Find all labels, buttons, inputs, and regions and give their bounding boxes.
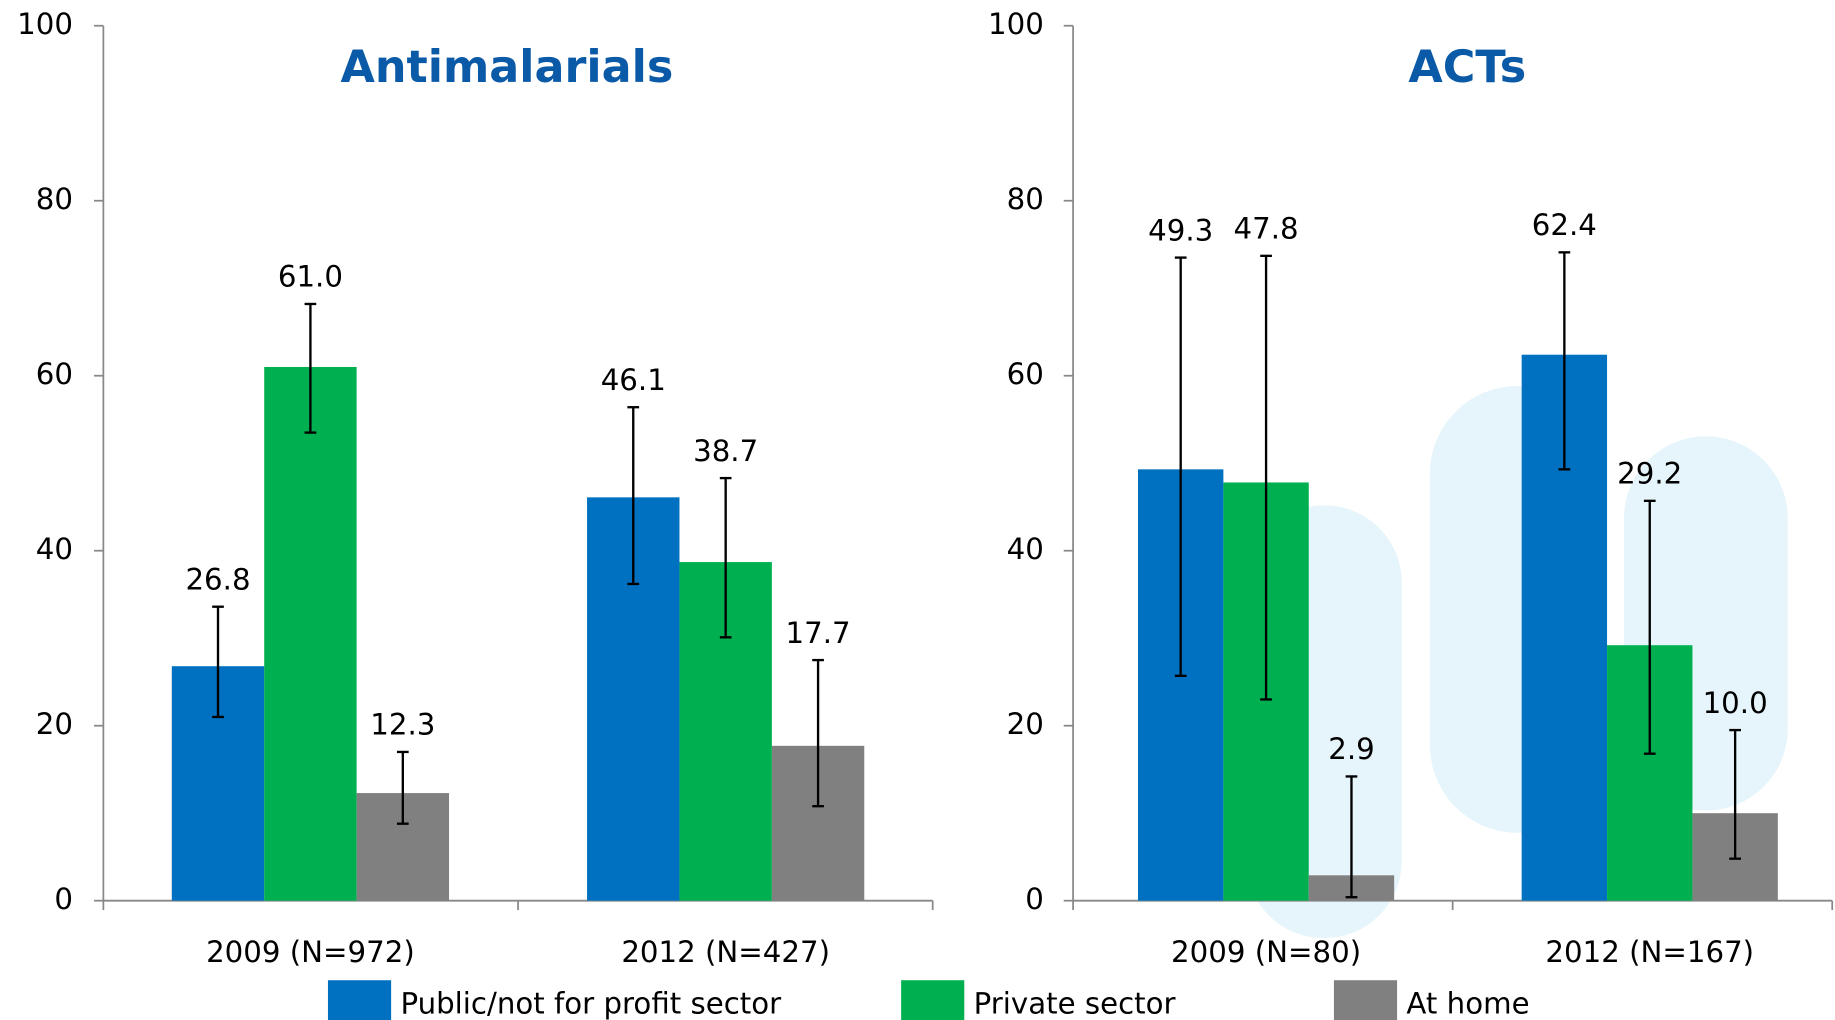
data-label: 38.7 [693,434,758,468]
chart-title: ACTs [1408,42,1526,93]
legend-swatch [327,980,392,1020]
legend-swatch [901,980,965,1020]
y-tick-label: 60 [36,357,73,391]
y-tick-label: 100 [17,7,73,41]
y-tick-label: 0 [1025,882,1044,916]
data-label: 61.0 [278,260,343,294]
x-tick-label: 2012 (N=167) [1545,935,1754,969]
y-tick-label: 20 [36,707,73,741]
legend-label: Public/not for profit sector [400,986,782,1020]
data-label: 46.1 [601,363,666,397]
plots: Antimalarials 0 20 40 60 80 100 2009 (N=972) 26.… [17,7,1834,969]
y-tick-label: 20 [1007,707,1044,741]
x-tick-label: 2012 (N=427) [621,935,830,969]
data-label: 17.7 [786,616,851,650]
data-label: 10.0 [1703,686,1768,720]
x-tick-label: 2009 (N=80) [1171,935,1361,969]
y-tick-label: 60 [1007,357,1044,391]
x-tick-label: 2009 (N=972) [206,935,415,969]
y-tick-label: 100 [988,7,1044,41]
bar [264,366,357,901]
data-label: 49.3 [1148,213,1213,247]
y-tick-label: 0 [54,882,73,916]
legend-label: At home [1406,986,1529,1020]
y-tick-label: 40 [1007,532,1044,566]
y-tick-label: 80 [1007,182,1044,216]
data-label: 47.8 [1234,212,1299,246]
data-label: 62.4 [1532,208,1597,242]
y-tick-label: 40 [36,532,73,566]
legend-label: Private sector [974,986,1177,1020]
legend-swatch [1333,980,1398,1020]
data-label: 12.3 [370,708,435,742]
data-label: 26.8 [185,562,250,596]
data-label: 29.2 [1617,457,1682,491]
chart-title: Antimalarials [341,42,674,93]
legend: Public/not for profit sector Private sect… [327,980,1530,1020]
data-label: 2.9 [1328,732,1375,766]
y-tick-label: 80 [36,182,73,216]
